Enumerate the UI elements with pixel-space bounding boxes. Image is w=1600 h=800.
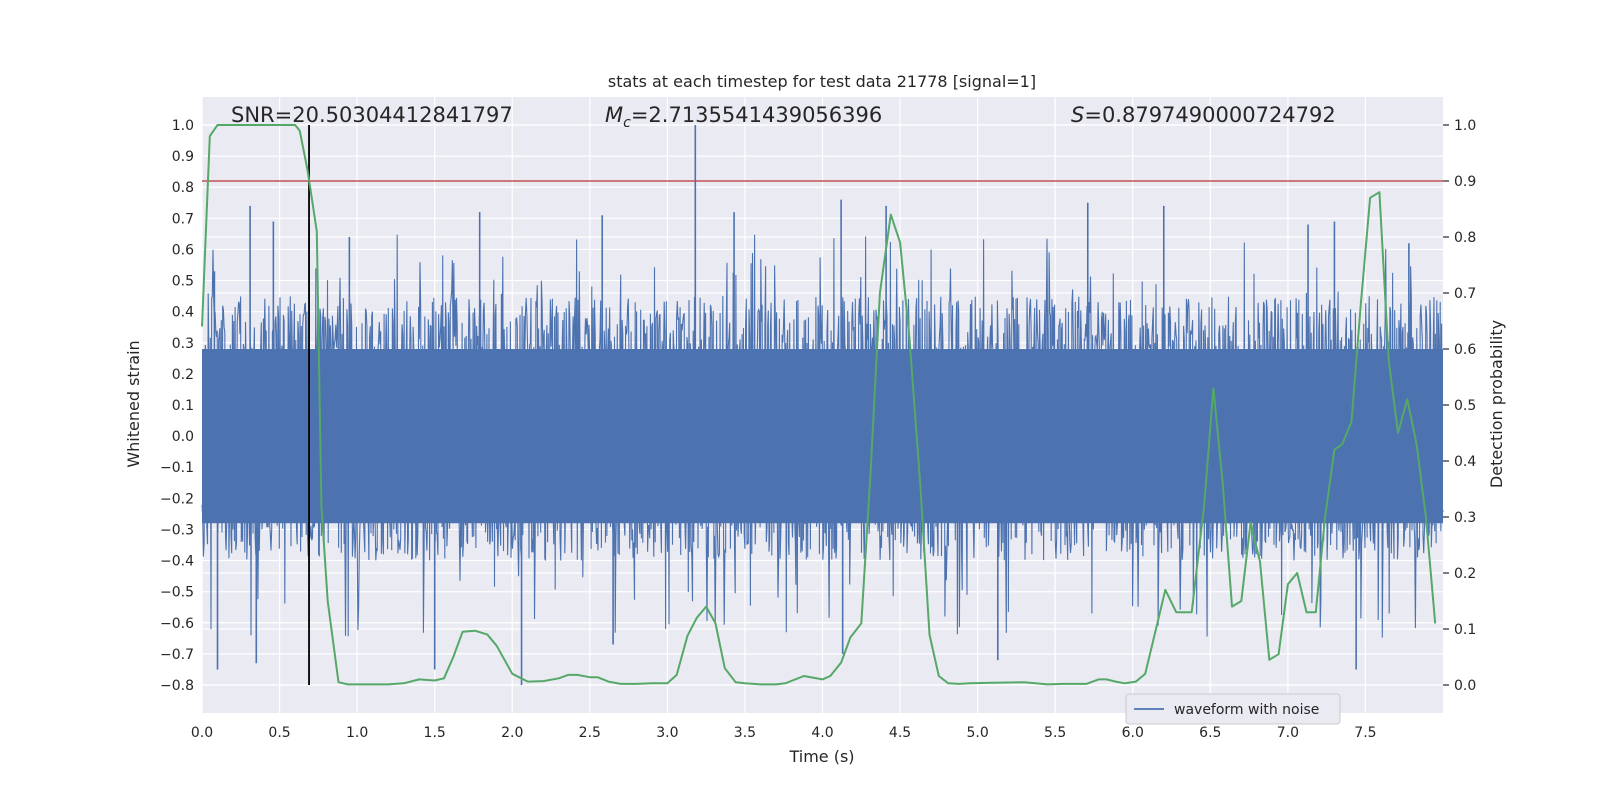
y-left-tick-label: 0.6	[172, 242, 194, 258]
x-ticks: 0.0 0.5 1.0 1.5 2.0 2.5 3.0 3.5 4.0 4.5 5.0 5.5 6.0 6…	[191, 725, 1377, 741]
waveform-core	[202, 349, 1443, 524]
probability-series	[201, 124, 1437, 686]
y-left-tick-label: −0.7	[160, 647, 194, 663]
x-tick-label: 1.0	[346, 725, 368, 741]
y-left-tick-label: −0.2	[160, 491, 194, 507]
overlay-lines	[202, 125, 1443, 685]
x-tick-label: 0.0	[191, 725, 213, 741]
x-tick-label: 5.0	[966, 725, 988, 741]
y-right-tick-label: 0.6	[1454, 342, 1476, 358]
y-left-axis-label: Whitened strain	[124, 340, 143, 467]
waveform-series	[201, 125, 1444, 685]
x-tick-label: 7.5	[1354, 725, 1376, 741]
y-right-tick-label: 0.7	[1454, 286, 1476, 302]
y-left-tick-label: 0.3	[172, 336, 194, 352]
y-right-tick-label: 0.9	[1454, 174, 1476, 190]
x-tick-label: 7.0	[1277, 725, 1299, 741]
x-tick-label: 4.5	[889, 725, 911, 741]
y-left-tick-label: 0.1	[172, 398, 194, 414]
y-right-tick-label: 0.3	[1454, 510, 1476, 526]
chart-title: stats at each timestep for test data 217…	[608, 72, 1036, 91]
legend: waveform with noise	[1125, 693, 1341, 725]
y-left-tick-label: 0.7	[172, 211, 194, 227]
legend-entry-waveform: waveform with noise	[1174, 702, 1319, 718]
y-right-tick-label: 0.5	[1454, 398, 1476, 414]
y-right-tick-label: 0.0	[1454, 678, 1476, 694]
x-tick-label: 1.5	[424, 725, 446, 741]
chirp-mass-annotation: Mc=2.7135541439056396	[605, 103, 882, 131]
x-tick-label: 3.5	[734, 725, 756, 741]
y-left-tick-label: −0.8	[160, 678, 194, 694]
y-left-tick-label: −0.3	[160, 522, 194, 538]
s-annotation: S=0.8797490000724792	[1071, 103, 1336, 127]
s-symbol: S	[1071, 103, 1084, 127]
y-left-tick-label: −0.5	[160, 585, 194, 601]
x-axis-label: Time (s)	[788, 747, 854, 766]
y-right-tick-label: 0.1	[1454, 622, 1476, 638]
chirp-mass-value: =2.7135541439056396	[631, 103, 882, 127]
y-left-tick-label: 0.2	[172, 367, 194, 383]
y-left-tick-label: −0.1	[160, 460, 194, 476]
y-right-tick-label: 0.4	[1454, 454, 1476, 470]
x-tick-label: 4.0	[811, 725, 833, 741]
probability-line	[201, 124, 1437, 686]
x-tick-label: 2.0	[501, 725, 523, 741]
x-tick-label: 2.5	[579, 725, 601, 741]
chirp-mass-symbol: M	[605, 103, 623, 127]
s-value: =0.8797490000724792	[1084, 103, 1335, 127]
y-right-tick-label: 0.2	[1454, 566, 1476, 582]
y-left-tick-label: 0.9	[172, 149, 194, 165]
y-left-tick-label: −0.4	[160, 554, 194, 570]
y-left-tick-label: 0.8	[172, 180, 194, 196]
x-tick-label: 6.5	[1199, 725, 1221, 741]
y-right-tick-label: 1.0	[1454, 118, 1476, 134]
y-left-tick-label: −0.6	[160, 616, 194, 632]
y-right-tick-label: 0.8	[1454, 230, 1476, 246]
x-tick-label: 5.5	[1044, 725, 1066, 741]
y-right-axis-label: Detection probability	[1487, 320, 1506, 488]
snr-annotation: SNR=20.50304412841797	[231, 103, 513, 127]
y-left-ticks: 1.0 0.9 0.8 0.7 0.6 0.5 0.4 0.3 0.2 0.1 0.0 −0.1 −0.…	[160, 118, 194, 694]
y-left-tick-label: 0.5	[172, 274, 194, 290]
y-left-tick-label: 0.0	[172, 429, 194, 445]
y-left-tick-label: 0.4	[172, 305, 194, 321]
legend-box	[1125, 693, 1341, 725]
x-tick-label: 6.0	[1122, 725, 1144, 741]
x-tick-label: 0.5	[268, 725, 290, 741]
chirp-mass-subscript: c	[623, 115, 631, 131]
y-right-ticks: 1.0 0.9 0.8 0.7 0.6 0.5 0.4 0.3 0.2 0.1 0.0	[1443, 118, 1476, 694]
y-left-tick-label: 1.0	[172, 118, 194, 134]
x-tick-label: 3.0	[656, 725, 678, 741]
